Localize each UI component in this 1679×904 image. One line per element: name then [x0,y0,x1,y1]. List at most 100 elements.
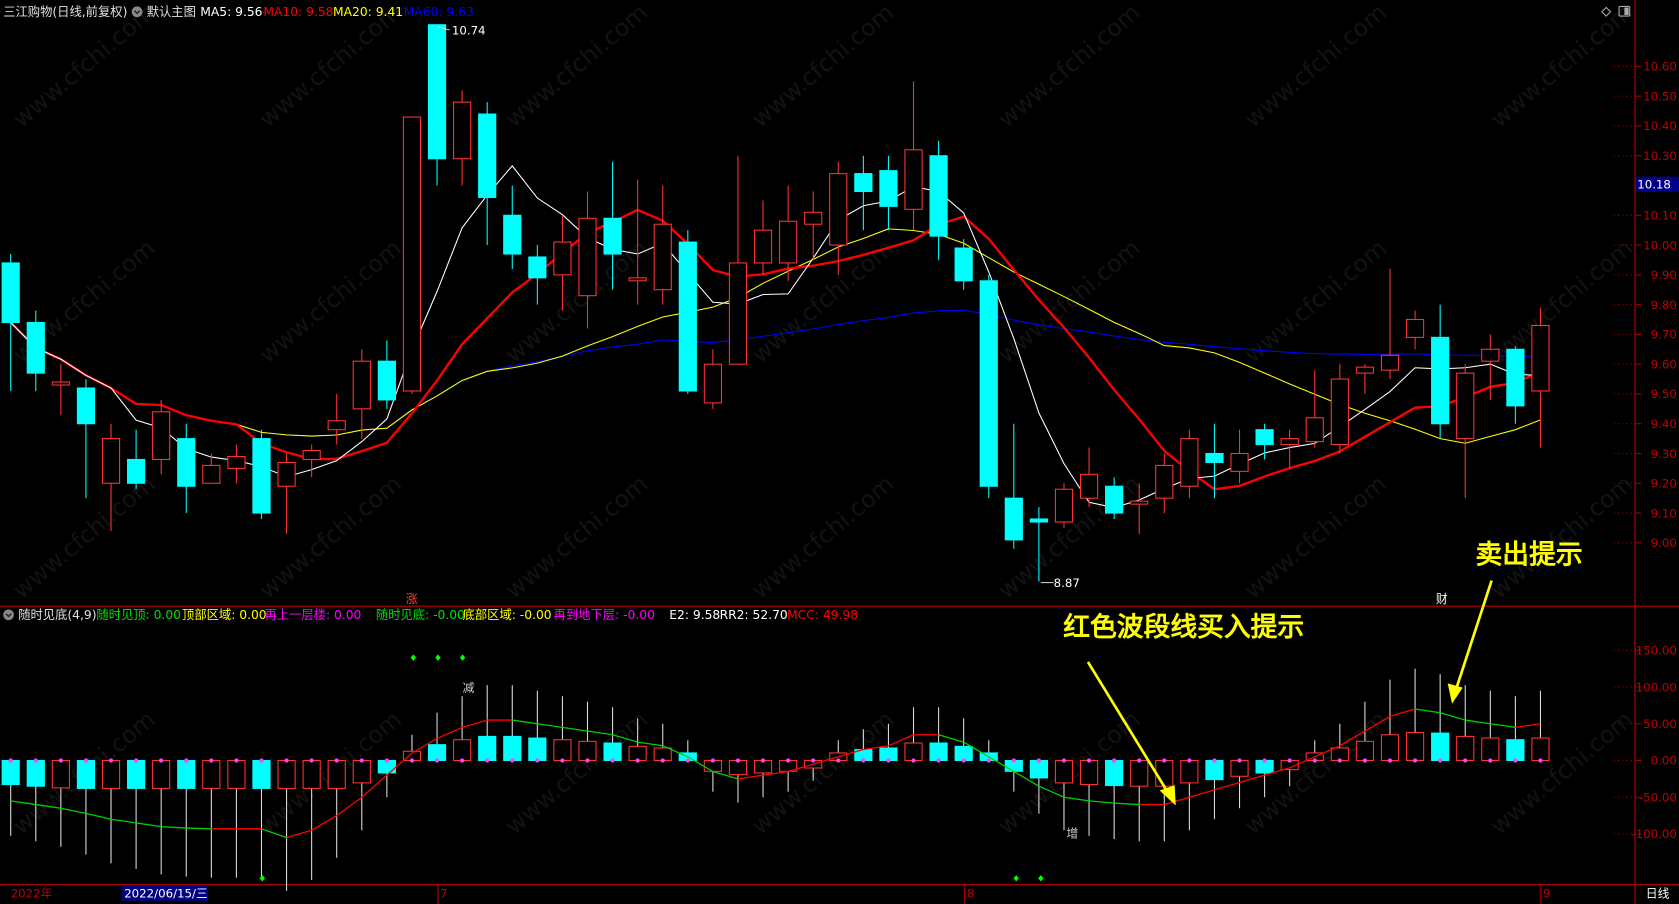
candle-body [503,214,522,255]
wave-line-segment [1515,723,1541,729]
indicator-bar [929,742,948,762]
candle[interactable] [1481,334,1500,400]
candle[interactable] [402,116,422,394]
indicator-tick-label: -50.00 [1639,790,1677,804]
candle[interactable] [227,444,246,484]
candle[interactable] [1305,370,1324,448]
candle[interactable] [1230,429,1249,484]
candle-body [227,455,246,469]
candle[interactable] [1355,364,1375,394]
zero-dot [760,758,766,763]
candle[interactable] [1330,364,1349,454]
price-tick-label: 9.90 [1651,268,1677,282]
event-marker-cai[interactable]: 财 [1436,592,1448,606]
candle[interactable] [578,191,597,329]
candle[interactable] [1255,423,1274,460]
candle[interactable] [478,102,497,246]
window-toggle-icon[interactable] [1618,5,1631,17]
candle[interactable] [177,423,196,514]
wave-line-segment [562,726,588,732]
candle[interactable] [854,155,873,231]
zero-dot [1111,758,1117,763]
candle[interactable] [628,179,647,305]
zero-dot [159,758,164,763]
indicator-name[interactable]: 随时见底(4,9) [18,607,96,622]
candle[interactable] [277,453,296,534]
candle[interactable] [829,161,848,275]
candle[interactable] [653,185,672,305]
zero-dot [811,758,816,763]
candle-body [1155,464,1174,499]
candle[interactable] [302,444,321,478]
indicator-bar [503,735,522,762]
candle[interactable] [804,191,823,260]
candle[interactable] [904,81,923,231]
candle[interactable] [528,245,547,305]
candle[interactable] [1431,304,1450,439]
candle[interactable] [76,379,96,499]
candle[interactable] [929,140,948,260]
event-marker-zhang[interactable]: 涨 [406,592,418,606]
candle[interactable] [202,453,221,484]
price-tick-label: 9.80 [1651,298,1677,312]
candle[interactable] [503,185,522,269]
candle[interactable] [1079,447,1099,508]
candle-body [678,241,697,392]
candle[interactable] [453,90,472,186]
zero-dot [861,758,866,763]
candle[interactable] [1280,429,1299,469]
wave-line-segment [1439,712,1466,721]
diamond-icon[interactable] [1601,6,1612,17]
candle[interactable] [954,239,973,290]
candle[interactable] [26,310,45,391]
template-label[interactable]: 默认主图 [147,4,196,19]
candle[interactable] [1531,307,1550,448]
candle[interactable] [352,349,371,439]
candle[interactable] [1,253,20,391]
candle[interactable] [252,429,271,520]
candle[interactable] [779,185,798,281]
candle[interactable] [1105,477,1124,520]
candle-body [1405,318,1425,338]
candle-body [126,458,146,484]
candle[interactable] [51,364,70,415]
candle[interactable] [327,393,346,445]
candle[interactable] [1004,423,1023,549]
candlesticks[interactable] [1,24,1550,582]
candle[interactable] [879,155,898,231]
zero-dot [961,758,966,763]
candle[interactable] [678,230,697,394]
candle[interactable] [1180,429,1199,499]
candle[interactable] [1405,310,1425,350]
indicator-tick-label: 0.00 [1651,754,1677,768]
chevron-down-icon[interactable] [131,6,143,18]
ma20-value: MA20: 9.41 [333,5,403,19]
candle[interactable] [1155,453,1174,514]
candle[interactable] [553,215,572,311]
zero-dot [334,758,339,763]
candle[interactable] [603,161,622,290]
candle[interactable] [377,340,396,409]
candle[interactable] [101,423,121,531]
candle[interactable] [1506,346,1525,424]
candle[interactable] [1380,268,1400,380]
price-tick-label: 9.00 [1651,536,1677,550]
period-label[interactable]: 日线 [1646,887,1670,901]
candle[interactable] [1205,423,1224,499]
wave-line-segment [687,756,714,773]
candle[interactable] [1456,364,1475,499]
zero-dot [1162,758,1167,763]
candle[interactable] [1130,483,1149,534]
candle[interactable] [152,399,171,475]
candle[interactable] [979,274,998,499]
candle[interactable] [427,24,447,186]
candle[interactable] [126,429,146,490]
candle[interactable] [1054,483,1074,528]
candle[interactable] [728,155,748,365]
candle[interactable] [1029,507,1049,582]
candle[interactable] [703,349,722,409]
candle[interactable] [753,200,773,275]
chevron-down-icon[interactable] [3,609,14,621]
stock-title[interactable]: 三江购物(日线,前复权) [3,4,127,19]
